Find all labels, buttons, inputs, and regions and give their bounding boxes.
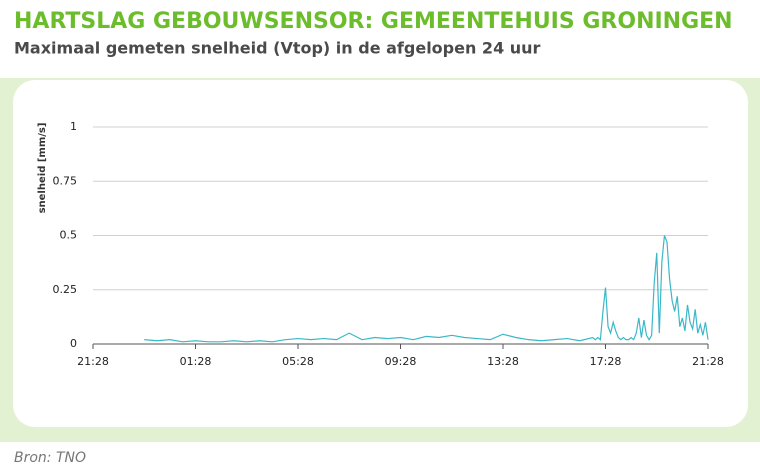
y-tick-label: 1 — [70, 120, 77, 133]
y-tick-label: 0.25 — [53, 283, 78, 296]
y-axis-label: snelheid [mm/s] — [37, 123, 48, 214]
subtitle: Maximaal gemeten snelheid (Vtop) in de a… — [14, 39, 541, 58]
y-tick-label: 0 — [70, 337, 77, 350]
source: Bron: TNO — [14, 450, 86, 466]
x-tick-label: 05:28 — [282, 355, 314, 368]
x-tick-label: 13:28 — [487, 355, 519, 368]
data-line — [144, 235, 709, 343]
x-tick-label: 21:28 — [77, 355, 109, 368]
y-tick-label: 0.75 — [53, 174, 78, 187]
x-tick-label: 21:28 — [692, 355, 724, 368]
plot-panel — [13, 80, 748, 427]
x-tick-label: 09:28 — [385, 355, 417, 368]
y-tick-label: 0.5 — [60, 229, 78, 242]
x-tick-label: 17:28 — [590, 355, 622, 368]
x-tick-label: 01:28 — [180, 355, 212, 368]
title: HARTSLAG GEBOUWSENSOR: GEMEENTEHUIS GRON… — [14, 9, 733, 34]
